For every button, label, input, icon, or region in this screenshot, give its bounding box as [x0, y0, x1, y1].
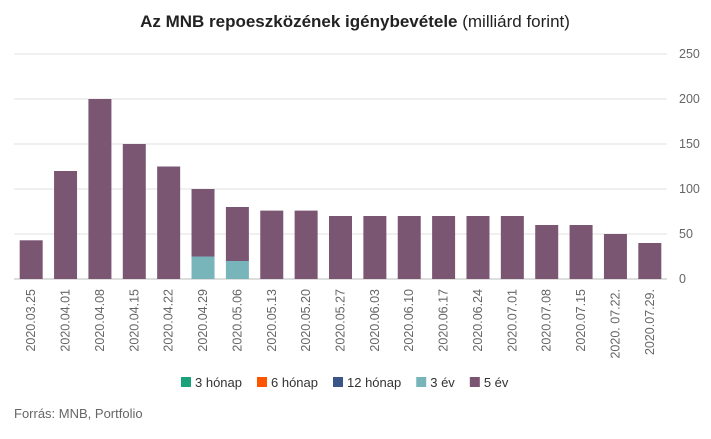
bar-segment	[191, 189, 215, 257]
bar-segment	[88, 99, 112, 279]
bar-segment	[603, 234, 627, 279]
x-tick-label: 2020.07.08	[540, 289, 554, 352]
x-tick-label: 2020.06.10	[402, 289, 416, 352]
legend-item: 12 hónap	[333, 375, 401, 390]
x-tick-label: 2020.04.29	[196, 289, 210, 352]
bar-segment	[54, 171, 78, 279]
bar-segment	[294, 210, 318, 279]
bars	[19, 99, 662, 279]
legend-swatch	[333, 377, 343, 387]
bar-segment	[225, 261, 249, 279]
bar-segment	[397, 216, 421, 279]
chart-title: Az MNB repoeszközének igénybevétele (mil…	[140, 12, 570, 31]
bar-segment	[363, 216, 387, 279]
legend-label: 6 hónap	[271, 375, 318, 390]
legend-item: 3 hónap	[181, 375, 242, 390]
chart-title-unit: (milliárd forint)	[458, 12, 570, 31]
bar-segment	[260, 210, 284, 279]
y-tick-label: 100	[679, 182, 700, 196]
x-tick-label: 2020.06.24	[471, 289, 485, 352]
y-tick-label: 150	[679, 137, 700, 151]
legend-swatch	[469, 377, 480, 387]
y-tick-label: 0	[679, 272, 686, 286]
x-tick-label: 2020.05.06	[230, 289, 244, 352]
x-tick-label: 2020.07.29.	[643, 289, 657, 355]
legend-swatch	[257, 377, 267, 387]
bar-segment	[466, 216, 490, 279]
bar-segment	[19, 240, 43, 279]
source-note: Forrás: MNB, Portfolio	[14, 406, 143, 421]
legend-label: 12 hónap	[347, 375, 401, 390]
legend-label: 3 hónap	[195, 375, 242, 390]
bar-segment	[569, 225, 593, 279]
x-tick-label: 2020.05.27	[334, 289, 348, 352]
x-tick-label: 2020.04.22	[162, 289, 176, 352]
chart-title-bold: Az MNB repoeszközének igénybevétele	[140, 12, 457, 31]
legend-swatch	[416, 377, 427, 387]
x-tick-label: 2020.06.03	[368, 289, 382, 352]
bar-segment	[122, 144, 146, 279]
bar-segment	[191, 256, 215, 279]
bar-segment	[535, 225, 559, 279]
x-tick-label: 2020.04.01	[59, 289, 73, 352]
bar-segment	[432, 216, 456, 279]
x-axis-ticks: 2020.03.25 2020.04.01 2020.04.08 2020.04.15…	[24, 289, 657, 359]
legend-item: 6 hónap	[257, 375, 318, 390]
y-axis-ticks: 0 50 100 150 200 250	[679, 47, 700, 286]
y-tick-label: 250	[679, 47, 700, 61]
x-tick-label: 2020. 07.22.	[608, 289, 622, 359]
bar-segment	[157, 166, 181, 279]
legend-item: 5 év	[469, 375, 509, 390]
x-tick-label: 2020.04.08	[93, 289, 107, 352]
legend-label: 5 év	[484, 375, 509, 390]
y-tick-label: 200	[679, 92, 700, 106]
legend: 3 hónap 6 hónap 12 hónap 3 év 5 év	[181, 375, 509, 390]
bar-segment	[225, 207, 249, 261]
x-tick-label: 2020.06.17	[437, 289, 451, 352]
x-tick-label: 2020.05.13	[265, 289, 279, 352]
x-tick-label: 2020.04.15	[127, 289, 141, 352]
x-tick-label: 2020.07.15	[574, 289, 588, 352]
bar-segment	[638, 243, 662, 279]
x-tick-label: 2020.03.25	[24, 289, 38, 352]
legend-item: 3 év	[416, 375, 455, 390]
x-tick-label: 2020.07.01	[505, 289, 519, 352]
x-tick-label: 2020.05.20	[299, 289, 313, 352]
bar-segment	[500, 216, 524, 279]
bar-segment	[329, 216, 352, 279]
legend-label: 3 év	[430, 375, 455, 390]
y-tick-label: 50	[679, 227, 693, 241]
legend-swatch	[181, 377, 191, 387]
